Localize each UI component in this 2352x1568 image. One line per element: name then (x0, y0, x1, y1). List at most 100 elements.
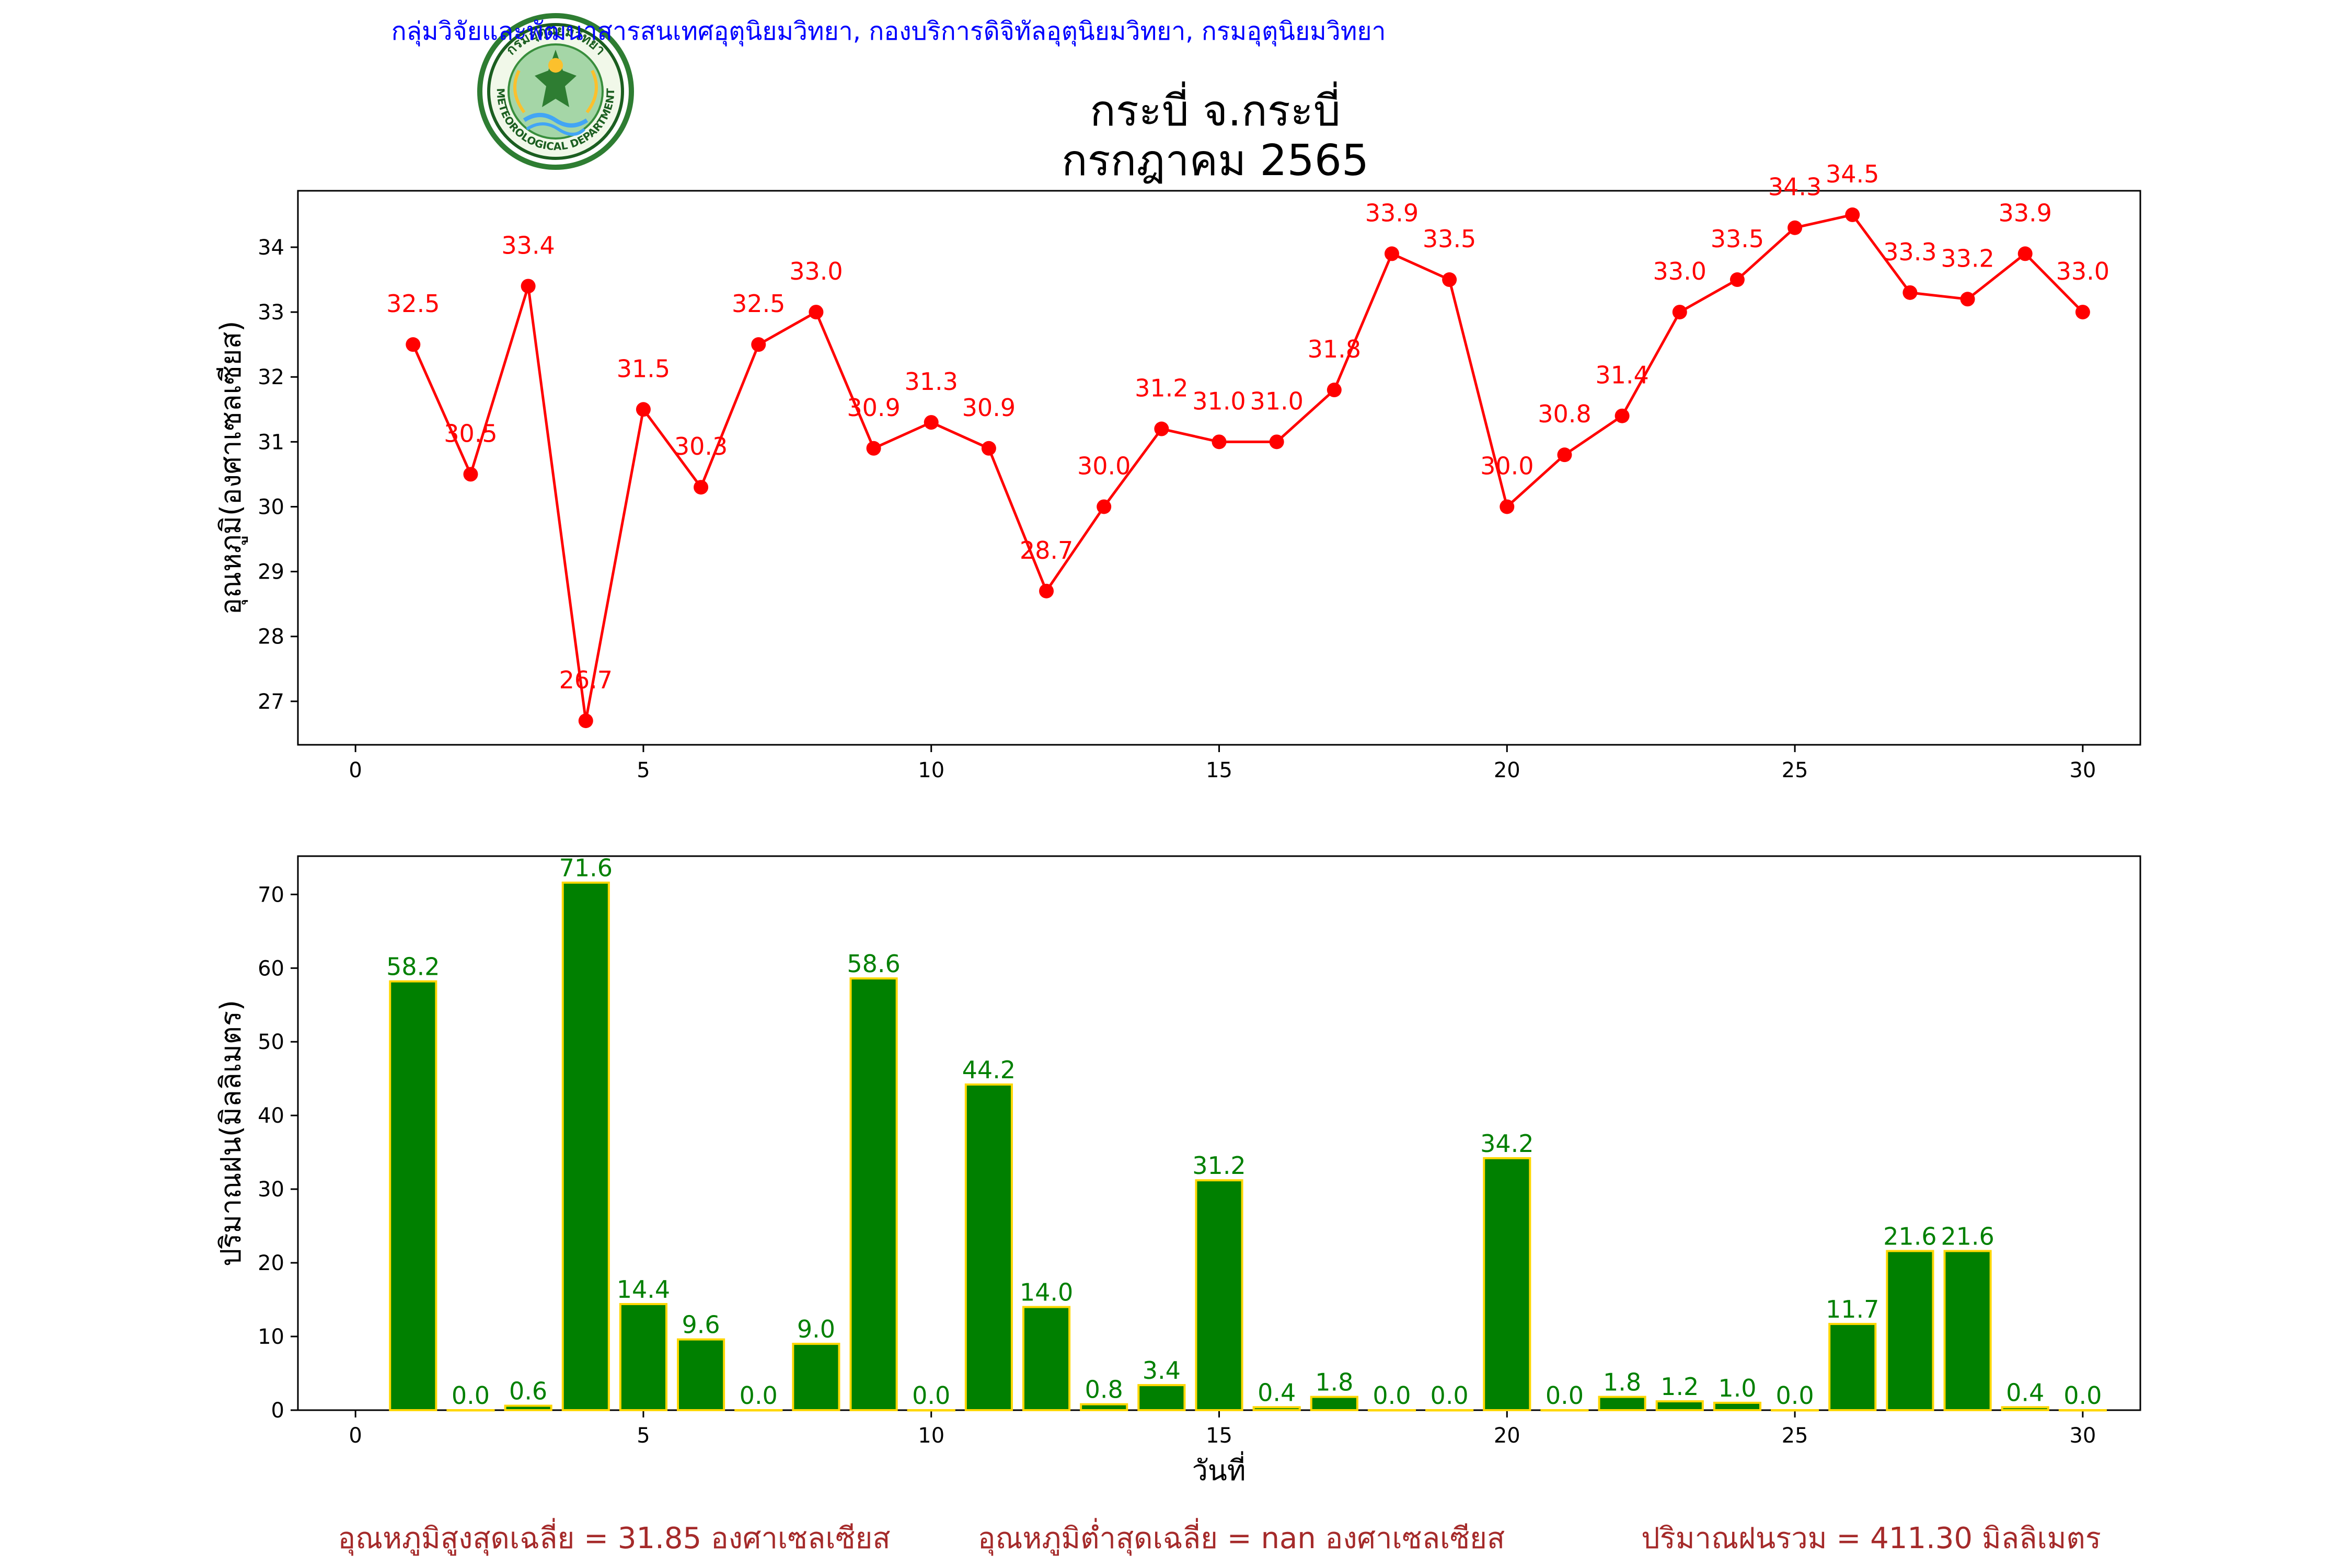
temperature-data-label: 33.3 (1883, 238, 1936, 266)
temperature-point (1327, 383, 1342, 398)
rainfall-bar (619, 1303, 667, 1411)
temperature-point (1039, 583, 1054, 598)
rainfall-bar (2001, 1406, 2049, 1412)
temperature-point (1845, 207, 1860, 222)
temperature-x-tick-label: 30 (2069, 758, 2096, 782)
rainfall-data-label: 34.2 (1480, 1129, 1534, 1158)
temperature-point (1672, 305, 1687, 320)
rainfall-bar (1943, 1250, 1992, 1412)
temperature-point (1500, 499, 1515, 514)
temperature-point (1960, 292, 1975, 307)
temperature-data-label: 31.5 (617, 354, 670, 383)
rainfall-bar (1195, 1179, 1243, 1411)
rainfall-x-tick-label: 10 (918, 1424, 944, 1448)
rainfall-bar (792, 1343, 840, 1411)
rainfall-data-label: 0.0 (1775, 1381, 1814, 1410)
temperature-x-tick-label: 15 (1206, 758, 1232, 782)
rainfall-data-label: 21.6 (1941, 1223, 1994, 1251)
temperature-data-label: 33.2 (1941, 244, 1994, 272)
rainfall-x-tick-label: 5 (637, 1424, 650, 1448)
rainfall-bar (849, 977, 898, 1411)
rainfall-bar (1886, 1250, 1934, 1412)
rainfall-y-tick-label: 10 (258, 1325, 284, 1349)
rainfall-data-label: 0.4 (1258, 1378, 1296, 1406)
rainfall-bar (446, 1409, 495, 1412)
temperature-data-label: 33.5 (1423, 225, 1476, 253)
temperature-y-tick-label: 32 (258, 365, 284, 389)
temperature-point (694, 480, 709, 495)
rainfall-data-label: 44.2 (962, 1056, 1016, 1084)
temperature-x-tick-label: 10 (918, 758, 944, 782)
temperature-y-tick-label: 34 (258, 236, 284, 260)
rainfall-y-tick-label: 40 (258, 1104, 284, 1128)
temperature-y-tick-label: 30 (258, 495, 284, 519)
rainfall-data-label: 58.6 (847, 950, 900, 978)
rainfall-data-label: 14.4 (617, 1275, 670, 1304)
rainfall-y-tick-label: 0 (271, 1399, 284, 1423)
temperature-data-label: 34.3 (1768, 173, 1821, 201)
rainfall-data-label: 71.6 (559, 854, 613, 882)
temperature-point (1212, 434, 1227, 449)
rainfall-data-label: 0.6 (509, 1377, 547, 1405)
temperature-point (406, 337, 421, 352)
x-axis-label: วันที่ (1192, 1451, 1246, 1487)
temperature-data-label: 30.9 (962, 394, 1016, 422)
rainfall-y-tick-label: 50 (258, 1030, 284, 1054)
rainfall-bar-chart: 0 5 10 15 20 25 30 0 10 20 30 40 50 60 70 58.2 0.0 0.6 71… (214, 854, 2141, 1487)
temperature-data-label: 31.0 (1192, 387, 1246, 415)
temperature-data-label: 31.3 (905, 367, 958, 396)
temperature-data-label: 30.8 (1538, 400, 1591, 428)
temperature-point (2075, 305, 2090, 320)
temperature-x-tick-label: 5 (637, 758, 650, 782)
chart-title-line2: กรกฎาคม 2565 (1062, 136, 1369, 186)
rainfall-data-label: 1.8 (1603, 1368, 1641, 1397)
rainfall-data-label: 0.0 (740, 1381, 778, 1410)
rainfall-data-label: 1.0 (1718, 1374, 1756, 1402)
temperature-point (1903, 285, 1918, 300)
organization-header: กลุ่มวิจัยและพัฒนาสารสนเทศอุตุนิยมวิทยา,… (391, 17, 1386, 47)
temperature-point (809, 305, 824, 320)
temperature-point (1269, 434, 1284, 449)
rainfall-bar (1310, 1396, 1358, 1412)
temperature-point (1788, 220, 1803, 235)
rainfall-bar (964, 1083, 1013, 1411)
temperature-data-label: 32.5 (732, 290, 785, 318)
rainfall-x-tick-label: 30 (2069, 1424, 2096, 1448)
rainfall-data-label: 3.4 (1143, 1356, 1181, 1385)
rainfall-data-label: 14.0 (1020, 1278, 1073, 1307)
temperature-data-label: 30.9 (847, 394, 900, 422)
rainfall-data-label: 1.2 (1661, 1373, 1699, 1401)
temperature-y-tick-label: 29 (258, 560, 284, 584)
rainfall-y-tick-label: 30 (258, 1178, 284, 1202)
rainfall-bar (1252, 1406, 1301, 1412)
temperature-y-tick-label: 33 (258, 301, 284, 325)
rainfall-bar (1828, 1323, 1877, 1412)
temperature-y-axis-label: อุณหภูมิ(องศาเซลเซียส) (214, 321, 248, 615)
temperature-y-tick-label: 31 (258, 430, 284, 454)
rainfall-data-label: 9.0 (797, 1315, 835, 1343)
rainfall-data-label: 1.8 (1315, 1368, 1353, 1397)
temperature-data-label: 33.0 (1653, 257, 1707, 285)
rainfall-data-label: 31.2 (1192, 1151, 1246, 1180)
temperature-data-label: 30.0 (1077, 452, 1131, 480)
rainfall-data-label: 0.0 (1431, 1381, 1469, 1410)
rainfall-y-tick-label: 20 (258, 1251, 284, 1275)
rainfall-bar (1367, 1409, 1416, 1412)
rainfall-data-label: 0.0 (1373, 1381, 1411, 1410)
temperature-data-label: 30.5 (444, 419, 497, 447)
temperature-point (636, 402, 651, 417)
rainfall-bar (504, 1404, 552, 1411)
rainfall-data-label: 58.2 (386, 953, 440, 981)
temperature-point (1097, 499, 1112, 514)
temperature-data-label: 33.9 (1365, 199, 1419, 227)
temperature-data-label: 33.5 (1711, 225, 1764, 253)
temperature-data-label: 33.0 (2056, 257, 2109, 285)
temperature-point (578, 713, 593, 729)
temperature-data-label: 30.3 (674, 432, 728, 460)
temperature-point (2017, 246, 2033, 261)
rainfall-bar (1713, 1401, 1761, 1412)
rainfall-data-label: 0.8 (1085, 1376, 1123, 1404)
rainfall-bar (907, 1409, 955, 1412)
temperature-series-line (412, 213, 2084, 721)
rainfall-data-label: 0.0 (2063, 1381, 2102, 1410)
